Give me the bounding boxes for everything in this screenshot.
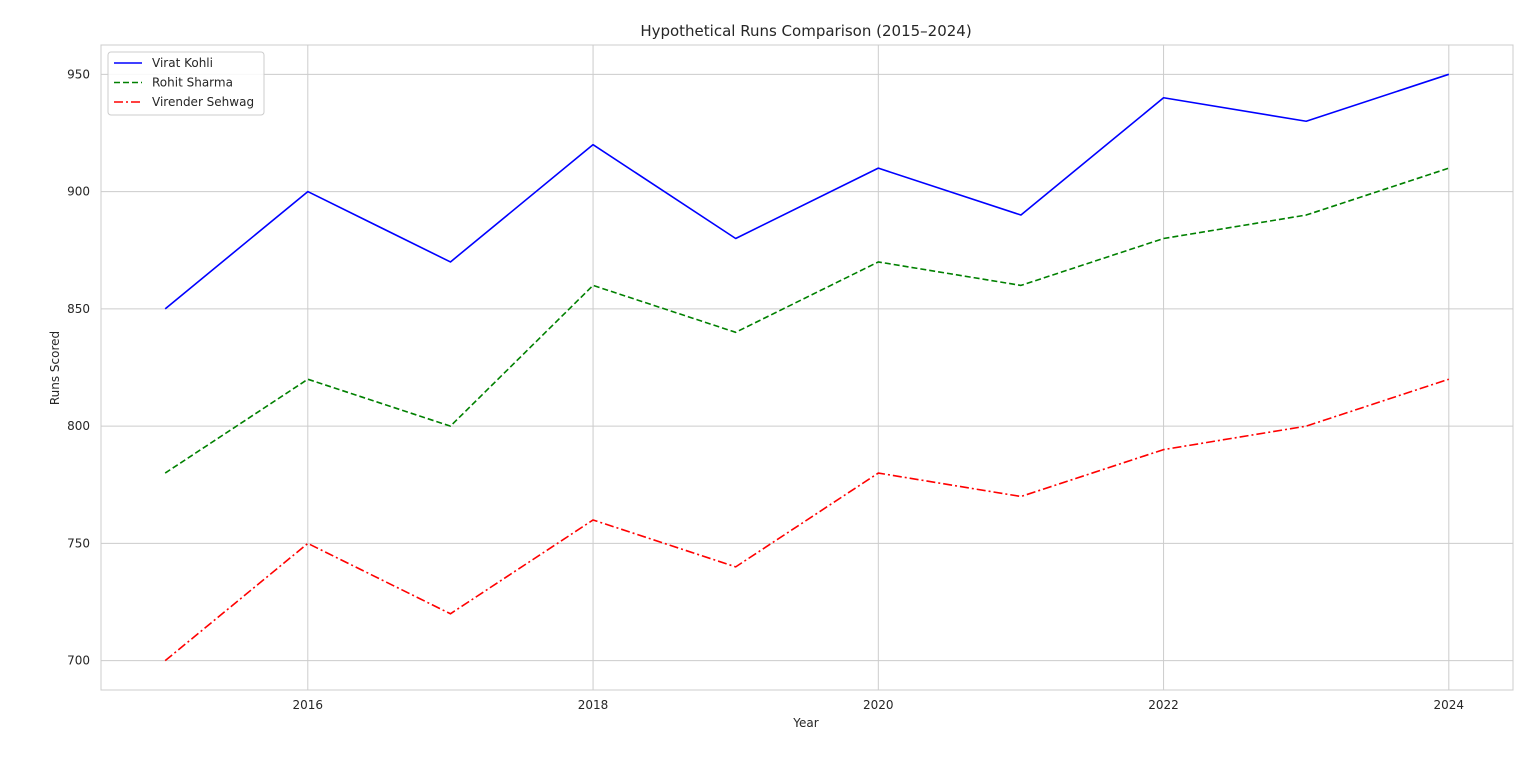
legend-box [107,51,265,116]
legend: Virat Kohli Rohit Sharma Virender Sehwag [107,51,265,116]
plot-area-frame [100,44,1514,691]
series-lines [164,73,1450,662]
legend-label: Rohit Sharma [152,76,233,90]
x-tick-label: 2020 [863,698,894,712]
x-tick-label: 2016 [293,698,324,712]
series-line-virat-kohli [164,73,1450,310]
legend-label: Virat Kohli [152,56,213,70]
x-tick-labels: 2016 2018 2020 2022 2024 [293,698,1465,712]
series-line-virender-sehwag [164,378,1450,662]
y-tick-label: 750 [67,536,90,550]
legend-label: Virender Sehwag [152,95,254,109]
chart-title: Hypothetical Runs Comparison (2015–2024) [640,22,971,40]
y-tick-label: 700 [67,654,90,668]
series-line-rohit-sharma [164,167,1450,474]
grid-lines [101,45,1513,690]
y-tick-label: 900 [67,185,90,199]
y-axis-label: Runs Scored [48,331,62,405]
x-axis-label: Year [792,716,818,730]
y-tick-label: 850 [67,302,90,316]
x-tick-label: 2024 [1434,698,1465,712]
y-tick-label: 950 [67,67,90,81]
y-tick-label: 800 [67,419,90,433]
x-tick-label: 2018 [578,698,609,712]
y-tick-labels: 700 750 800 850 900 950 [67,67,90,667]
x-tick-label: 2022 [1148,698,1179,712]
